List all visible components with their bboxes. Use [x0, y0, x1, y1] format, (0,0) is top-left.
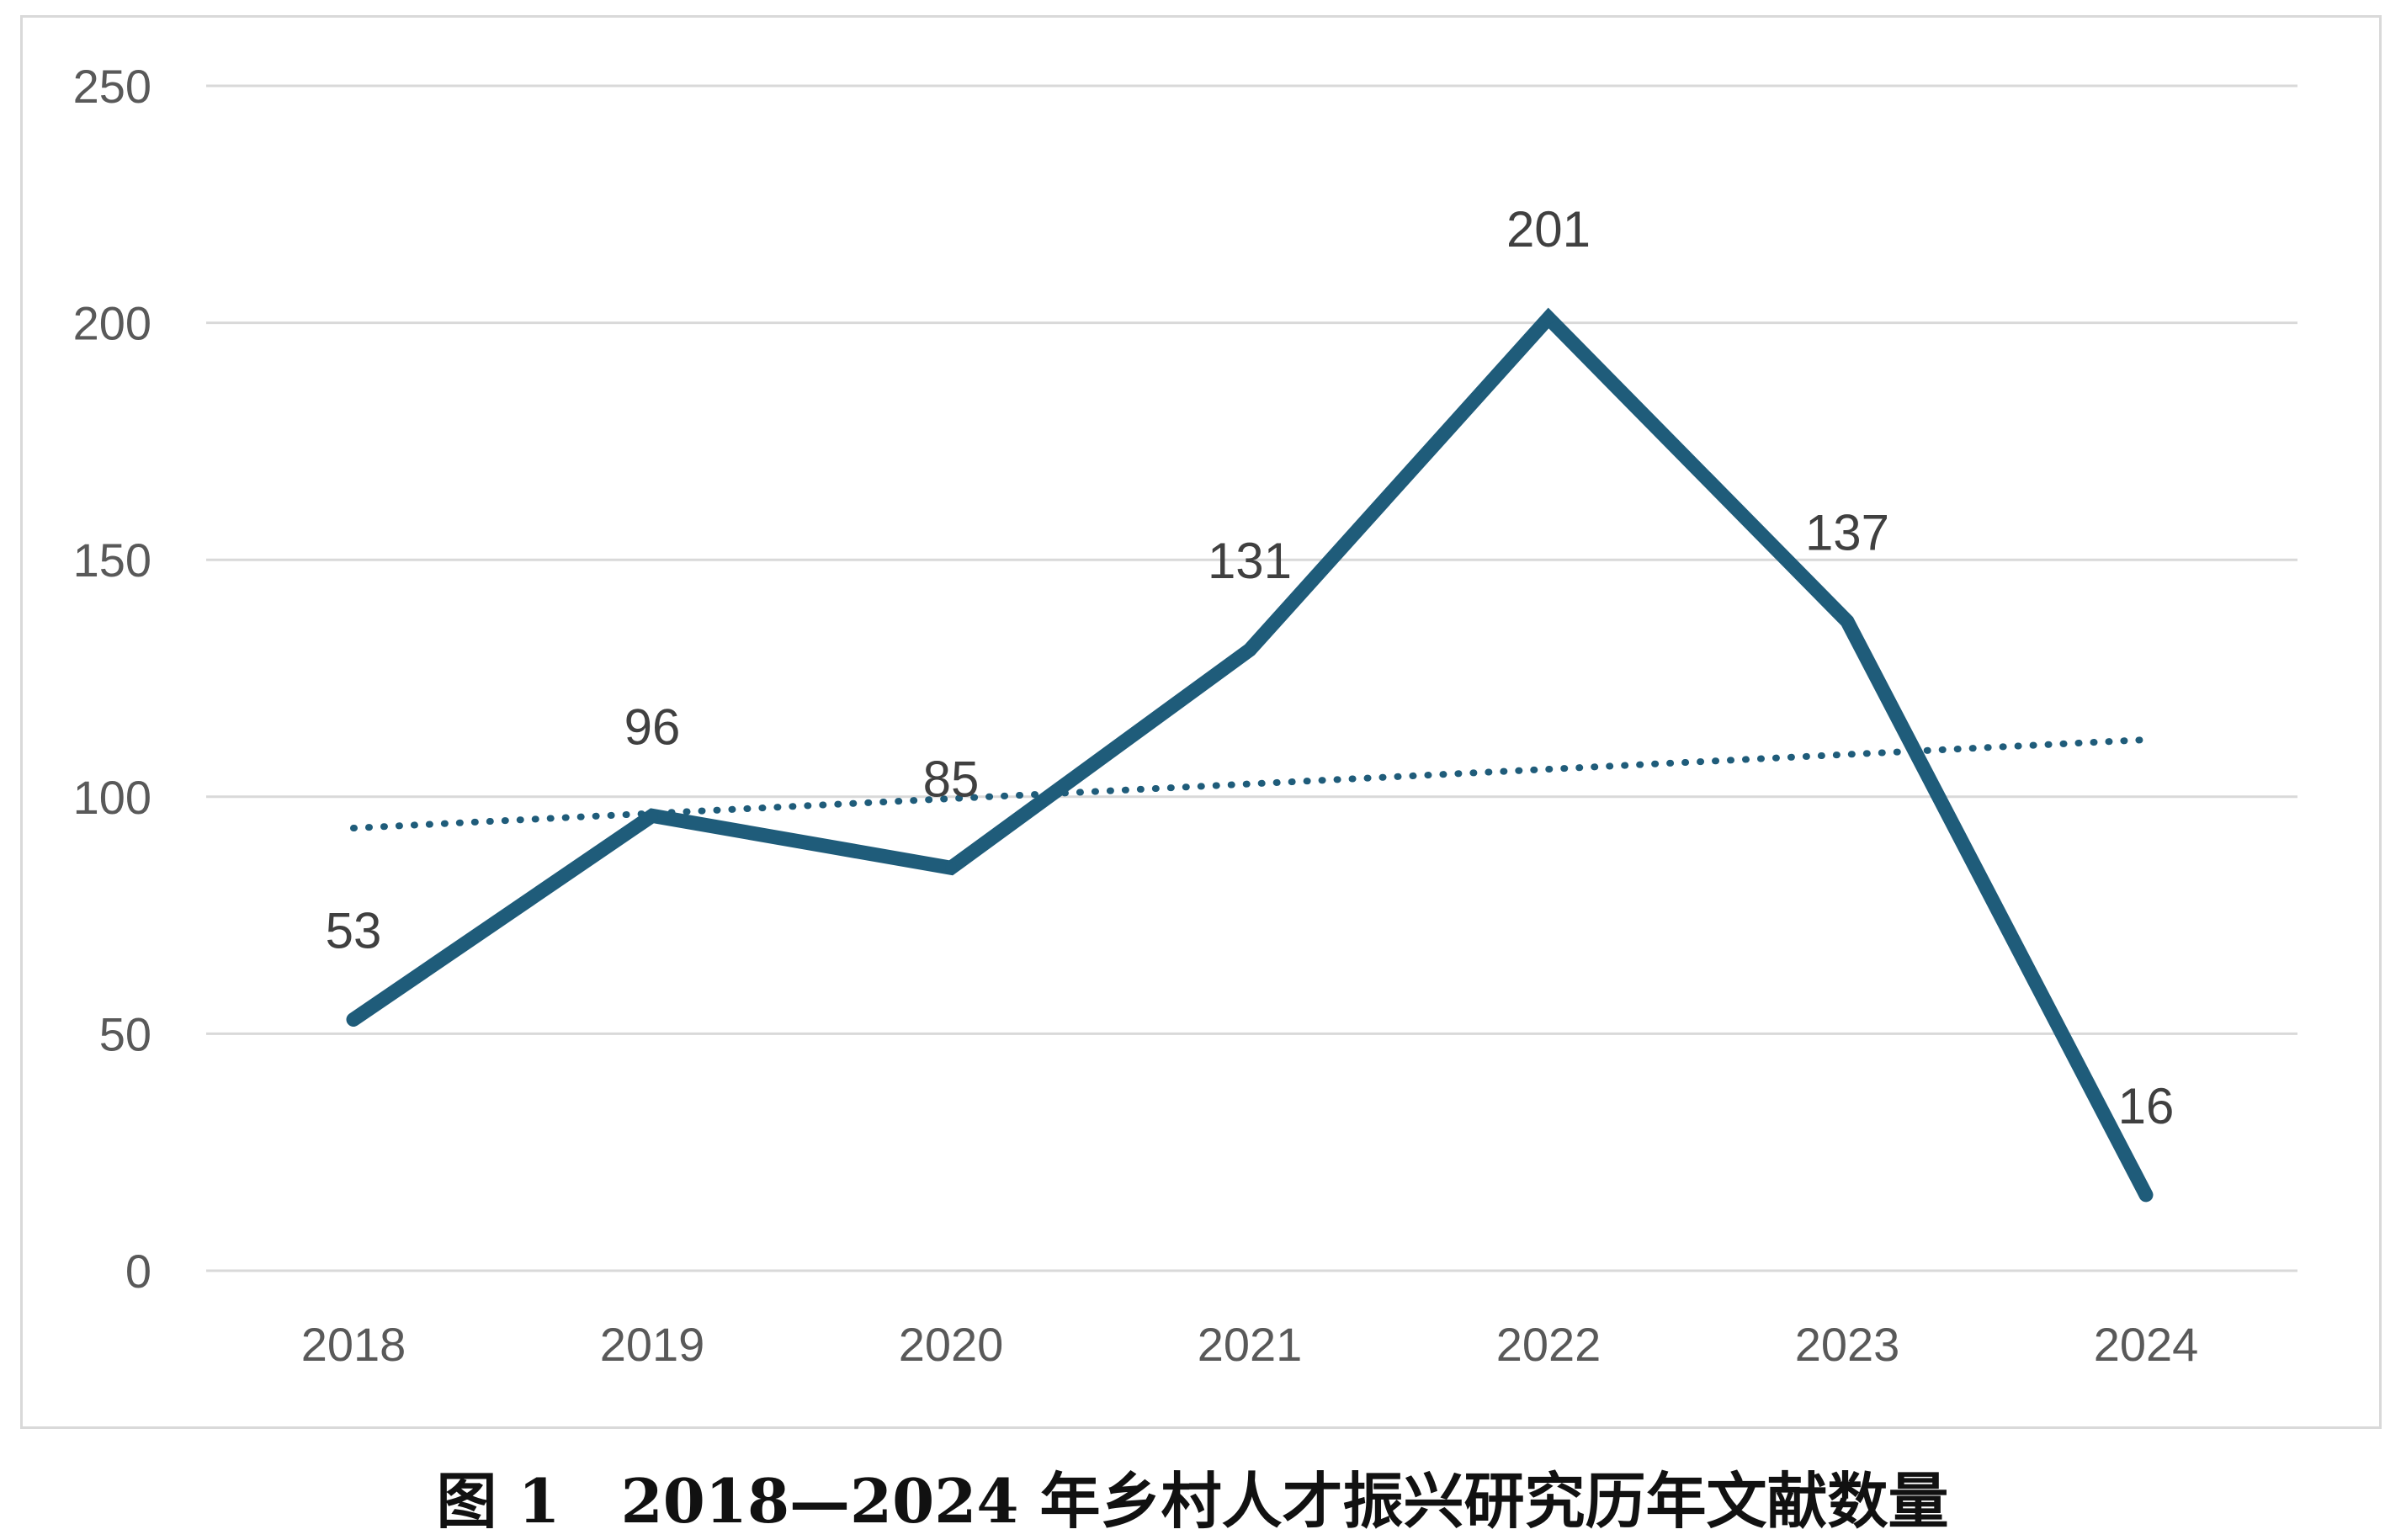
data-point: [1543, 311, 1554, 324]
y-tick-label: 50: [99, 1007, 151, 1060]
data-point: [1244, 644, 1256, 656]
data-point: [1841, 615, 1853, 628]
figure-caption: 图 1 2018—2024 年乡村人才振兴研究历年文献数量: [436, 1465, 1949, 1537]
data-point: [945, 862, 957, 874]
data-label: 131: [1208, 533, 1292, 589]
data-label: 16: [2118, 1078, 2175, 1134]
line-chart: 0 50 100 150 200 250 2018 2019 2020 2021 2022 2023 2…: [73, 60, 2297, 1371]
x-tick-label: 2018: [301, 1318, 406, 1371]
y-tick-label: 0: [125, 1245, 151, 1298]
chart-frame: [20, 15, 2382, 1429]
data-label: 96: [624, 698, 681, 755]
data-label: 137: [1805, 504, 1889, 560]
y-tick-label: 150: [73, 534, 151, 587]
y-tick-label: 250: [73, 60, 151, 113]
data-point: [348, 1013, 359, 1026]
x-tick-label: 2024: [2094, 1318, 2199, 1371]
data-label: 53: [326, 903, 382, 959]
series-line: [346, 307, 2154, 1203]
x-tick-label: 2023: [1795, 1318, 1900, 1371]
y-tick-label: 200: [73, 297, 151, 350]
data-label: 85: [923, 751, 980, 807]
x-tick-label: 2020: [899, 1318, 1004, 1371]
trendline: [350, 736, 2149, 832]
x-tick-label: 2022: [1496, 1318, 1602, 1371]
data-point: [646, 810, 658, 822]
x-tick-label: 2019: [600, 1318, 705, 1371]
data-label: 201: [1506, 201, 1591, 258]
data-point: [2140, 1188, 2152, 1201]
x-tick-label: 2021: [1198, 1318, 1303, 1371]
y-tick-label: 100: [73, 771, 151, 824]
